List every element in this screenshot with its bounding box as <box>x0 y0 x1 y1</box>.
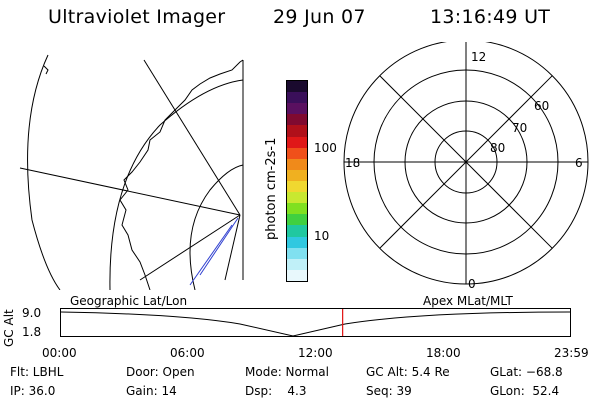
filter-info: Flt: LBHL <box>10 365 64 379</box>
map-coastline <box>119 59 244 290</box>
map-meridian-2 <box>19 167 241 216</box>
colorbar-segment <box>287 147 307 159</box>
glon-info: GLon: 52.4 <box>490 384 560 398</box>
mlt-label-6: 6 <box>575 156 583 170</box>
lat-label-70: 70 <box>512 121 527 135</box>
colorbar-segment <box>287 158 307 170</box>
mode-info: Mode: Normal <box>245 365 329 379</box>
map-meridian-3 <box>139 214 241 281</box>
map-track-1 <box>189 224 233 286</box>
colorbar-segment <box>287 114 307 126</box>
altitude-ytick-max: 9.0 <box>22 306 42 320</box>
map-outer-arc <box>27 54 61 290</box>
colorbar-segment <box>287 136 307 148</box>
altitude-xtick-0600: 06:00 <box>170 346 205 360</box>
colorbar-segment <box>287 269 307 281</box>
colorbar-tick-100: 100 <box>314 141 337 155</box>
dsp-info: Dsp: 4.3 <box>245 384 307 398</box>
colorbar-segment <box>287 103 307 115</box>
altitude-xtick-1200: 12:00 <box>298 346 333 360</box>
map-island <box>43 65 49 75</box>
colorbar <box>286 80 308 282</box>
colorbar-segment <box>287 92 307 104</box>
altitude-plot <box>60 308 571 337</box>
altitude-curve <box>60 311 571 337</box>
gc-alt-info: GC Alt: 5.4 Re <box>366 365 450 379</box>
polar-plot-label: Apex MLat/MLT <box>423 294 513 308</box>
colorbar-tick-10: 10 <box>314 229 330 243</box>
gain-info: Gain: 14 <box>126 384 177 398</box>
map-meridian-4 <box>224 214 241 281</box>
date-label: 29 Jun 07 <box>273 6 366 28</box>
mlt-label-18: 18 <box>345 156 360 170</box>
colorbar-segment <box>287 125 307 137</box>
mlt-label-12: 12 <box>471 50 486 64</box>
map-lat-circle-outer <box>109 79 244 290</box>
colorbar-segment <box>287 214 307 226</box>
mlt-label-0: 0 <box>468 277 476 290</box>
colorbar-segment <box>287 81 307 93</box>
instrument-title: Ultraviolet Imager <box>48 6 226 28</box>
time-label: 13:16:49 UT <box>430 6 551 28</box>
colorbar-segment <box>287 169 307 181</box>
colorbar-segment <box>287 225 307 237</box>
altitude-ytick-min: 1.8 <box>22 325 42 339</box>
polar-diagonal-2 <box>379 75 553 249</box>
seq-info: Seq: 39 <box>366 384 412 398</box>
geo-map-label: Geographic Lat/Lon <box>70 294 188 308</box>
lat-label-80: 80 <box>490 141 505 155</box>
altitude-plot-frame <box>60 308 571 337</box>
colorbar-segment <box>287 203 307 215</box>
altitude-xtick-1800: 18:00 <box>426 346 461 360</box>
colorbar-segment <box>287 180 307 193</box>
polar-plot: 12 6 18 0 60 70 80 <box>343 42 589 290</box>
colorbar-segment <box>287 258 307 270</box>
map-lat-circle-inner <box>189 164 244 290</box>
glat-info: GLat: −68.8 <box>490 365 563 379</box>
lat-label-60: 60 <box>534 99 549 113</box>
colorbar-segment <box>287 247 307 259</box>
geographic-map <box>19 54 244 290</box>
altitude-ylabel: GC Alt <box>2 309 16 347</box>
map-meridian-1 <box>143 59 241 216</box>
altitude-xtick-2359: 23:59 <box>554 346 589 360</box>
map-track-2 <box>199 217 239 276</box>
ip-info: IP: 36.0 <box>10 384 56 398</box>
colorbar-segment <box>287 236 307 248</box>
altitude-xtick-0000: 00:00 <box>42 346 77 360</box>
colorbar-unit-label: photon cm-2s-1 <box>264 137 279 240</box>
door-info: Door: Open <box>126 365 195 379</box>
colorbar-segment <box>287 192 307 204</box>
